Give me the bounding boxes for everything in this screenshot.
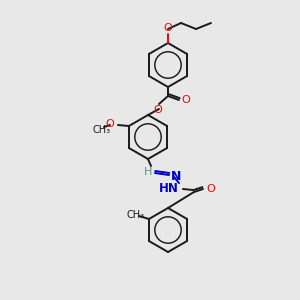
Text: HN: HN (159, 182, 179, 194)
Text: O: O (206, 184, 215, 194)
Text: O: O (154, 105, 162, 115)
Text: CH₃: CH₃ (93, 125, 111, 135)
Text: O: O (105, 119, 114, 129)
Text: O: O (181, 95, 190, 105)
Text: H: H (144, 167, 152, 177)
Text: O: O (164, 23, 172, 33)
Text: CH₃: CH₃ (127, 210, 145, 220)
Text: N: N (171, 169, 181, 182)
